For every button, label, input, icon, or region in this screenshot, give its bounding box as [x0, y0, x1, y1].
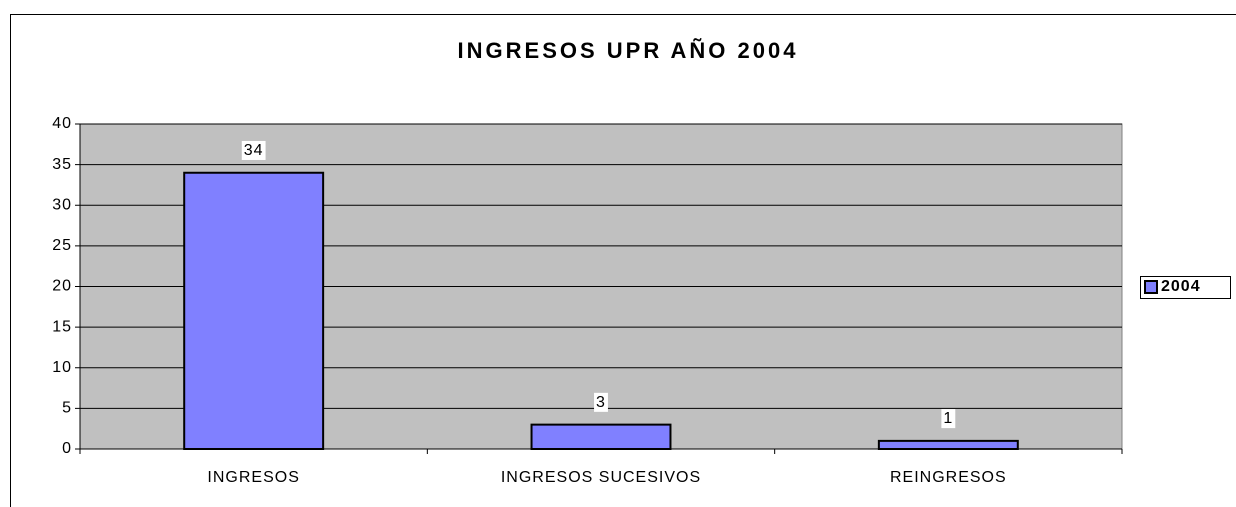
bar [183, 171, 325, 450]
y-tick-label: 20 [52, 278, 72, 295]
data-label: 3 [596, 394, 606, 411]
legend-label: 2004 [1161, 278, 1201, 295]
y-tick-label: 0 [62, 440, 72, 457]
y-tick-label: 10 [52, 359, 72, 376]
data-label: 1 [943, 410, 953, 427]
y-tick-label: 15 [52, 318, 72, 335]
data-label: 34 [244, 142, 264, 159]
x-tick-label: REINGRESOS [890, 469, 1007, 486]
data-label-bg [594, 392, 608, 412]
data-label-bg [941, 409, 956, 429]
bar [877, 439, 1019, 450]
chart-title: INGRESOS UPR AÑO 2004 [458, 38, 799, 63]
y-tick-label: 5 [62, 400, 72, 417]
x-tick-label: INGRESOS [207, 469, 299, 486]
y-tick-label: 35 [52, 156, 72, 173]
y-tick-label: 30 [52, 196, 72, 213]
x-tick-label: INGRESOS SUCESIVOS [501, 469, 701, 486]
bar [530, 423, 672, 450]
data-label-bg [241, 140, 266, 160]
y-tick-label: 40 [52, 115, 72, 132]
legend-box [1140, 276, 1231, 299]
legend-swatch [1144, 280, 1158, 294]
y-tick-label: 25 [52, 237, 72, 254]
